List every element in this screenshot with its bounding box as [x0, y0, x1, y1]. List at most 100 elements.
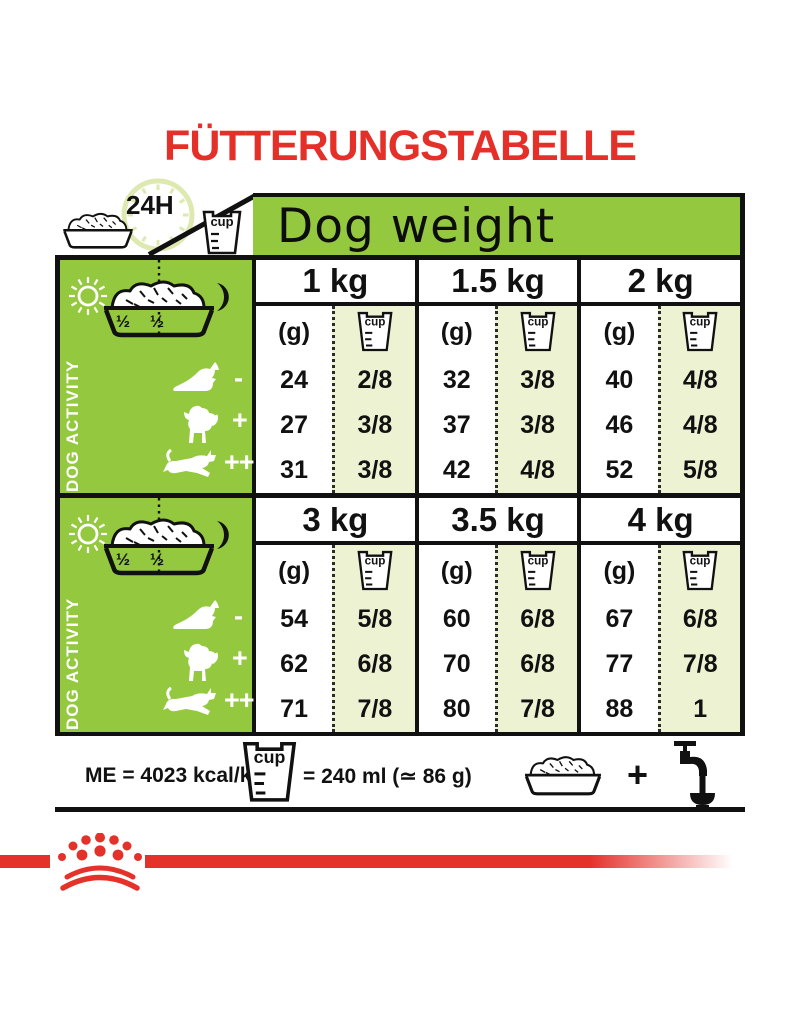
cups-value: 3/8: [357, 456, 393, 484]
grams-value: 37: [442, 411, 471, 439]
weight-column-4kg: 4 kg (g) 67 77 88 cup 6/: [577, 498, 741, 732]
cup-icon-label: cup: [690, 555, 711, 568]
food-bowl-icon: [524, 756, 602, 796]
sun-icon: [69, 515, 107, 553]
grams-value: 88: [605, 695, 634, 723]
table-bottom-border: [55, 807, 745, 812]
plus-symbol: +: [627, 754, 649, 795]
grams-label: (g): [603, 317, 636, 346]
moon-icon: [217, 521, 229, 549]
moon-icon: [217, 283, 229, 311]
half-portions-bowl-icon: [103, 260, 215, 338]
half-portion-left: ½: [115, 312, 131, 331]
weight-header: 4 kg: [581, 498, 741, 545]
food-bowl-icon: [63, 212, 133, 249]
water-tap-icon: [674, 741, 715, 809]
cup-icon: cup: [357, 311, 393, 352]
cup-icon: cup: [520, 311, 556, 352]
activity-medium-symbol: +: [232, 643, 248, 673]
half-portion-right: ½: [149, 312, 165, 331]
cups-value: 6/8: [520, 650, 555, 678]
cups-subcolumn: cup 6/8 6/8 7/8: [494, 545, 578, 732]
dog-activity-label: DOG ACTIVITY: [63, 359, 82, 492]
grams-value: 52: [605, 456, 634, 484]
cups-subcolumn: cup 3/8 3/8 4/8: [494, 306, 578, 493]
cups-subcolumn: cup 2/8 3/8 3/8: [332, 306, 415, 493]
divider: [55, 493, 745, 498]
weight-header: 2 kg: [581, 260, 741, 306]
grams-value: 31: [280, 456, 308, 484]
feeding-section-2: ½ ½ DOG ACTIVITY - + ++ 3 kg: [55, 498, 745, 732]
standing-dog-icon: [184, 405, 218, 443]
activity-low-symbol: -: [234, 363, 243, 393]
cups-subcolumn: cup 5/8 6/8 7/8: [332, 545, 415, 732]
activity-medium-symbol: +: [232, 405, 248, 435]
grams-value: 27: [280, 411, 308, 439]
dog-weight-header: Dog weight: [253, 193, 745, 259]
grams-value: 62: [280, 650, 308, 678]
grams-subcolumn: (g) 32 37 42: [418, 306, 495, 493]
half-portion-left: ½: [115, 550, 131, 569]
weight-column-1kg: 1 kg (g) 24 27 31 cup 2/: [252, 260, 415, 493]
running-dog-icon: [163, 448, 216, 477]
grams-label: (g): [278, 317, 311, 346]
cups-value: 1: [693, 695, 708, 723]
cups-value: 2/8: [357, 366, 393, 394]
weight-column-1-5kg: 1.5 kg (g) 32 37 42 cup: [414, 260, 578, 493]
cups-value: 6/8: [682, 605, 718, 633]
activity-high-symbol: ++: [224, 447, 255, 477]
dog-activity-label: DOG ACTIVITY: [63, 597, 82, 730]
lying-dog-icon: [173, 362, 219, 391]
grams-label: (g): [278, 556, 311, 585]
royal-canin-crown-logo: [58, 833, 142, 891]
me-energy-label: ME = 4023 kcal/kg: [85, 764, 265, 787]
grams-value: 70: [442, 650, 471, 678]
weight-header: 1 kg: [256, 260, 415, 306]
brand-stripe-left: [0, 855, 50, 868]
cups-value: 7/8: [357, 695, 393, 723]
grams-value: 67: [605, 605, 634, 633]
grams-label: (g): [603, 556, 636, 585]
standing-dog-icon: [184, 643, 218, 681]
cups-value: 3/8: [357, 411, 393, 439]
cups-value: 7/8: [682, 650, 718, 678]
cup-icon-label: cup: [527, 316, 548, 329]
cup-icon: cup: [520, 550, 556, 591]
activity-low-symbol: -: [234, 601, 243, 631]
table-footer: ME = 4023 kcal/kg cup = 240 ml (≃ 86 g) …: [55, 736, 745, 809]
weight-column-3-5kg: 3.5 kg (g) 60 70 80 cup: [414, 498, 578, 732]
weight-header: 3.5 kg: [418, 498, 578, 545]
activity-high-symbol: ++: [224, 685, 255, 715]
weight-header: 3 kg: [256, 498, 415, 545]
cups-value: 5/8: [682, 456, 718, 484]
grams-subcolumn: (g) 40 46 52: [581, 306, 658, 493]
weight-column-3kg: 3 kg (g) 54 62 71 cup 5/: [252, 498, 415, 732]
cups-value: 3/8: [520, 411, 555, 439]
grams-subcolumn: (g) 24 27 31: [256, 306, 333, 493]
cup-icon-label: cup: [527, 555, 548, 568]
grams-value: 24: [280, 366, 308, 394]
cup-icon-label: cup: [210, 214, 233, 229]
cup-icon-label: cup: [365, 555, 386, 568]
weight-column-2kg: 2 kg (g) 40 46 52 cup 4/: [577, 260, 741, 493]
grams-value: 42: [442, 456, 471, 484]
half-portion-right: ½: [149, 550, 165, 569]
cups-value: 6/8: [357, 650, 393, 678]
page-title: FÜTTERUNGSTABELLE: [164, 122, 637, 170]
half-portions-bowl-icon: [103, 498, 215, 576]
grams-value: 71: [280, 695, 308, 723]
cups-subcolumn: cup 6/8 7/8 1: [657, 545, 741, 732]
cup-icon-label: cup: [254, 747, 286, 767]
cup-icon-label: cup: [365, 316, 386, 329]
dog-activity-panel: ½ ½ DOG ACTIVITY - + ++: [60, 498, 255, 732]
brand-stripe-right: [145, 855, 745, 868]
grams-value: 77: [605, 650, 634, 678]
cups-value: 4/8: [682, 366, 718, 394]
cups-value: 6/8: [520, 605, 555, 633]
grams-value: 54: [280, 605, 308, 633]
running-dog-icon: [163, 686, 216, 715]
cup-icon: cup: [682, 311, 718, 352]
grams-subcolumn: (g) 54 62 71: [256, 545, 333, 732]
grams-label: (g): [440, 556, 473, 585]
